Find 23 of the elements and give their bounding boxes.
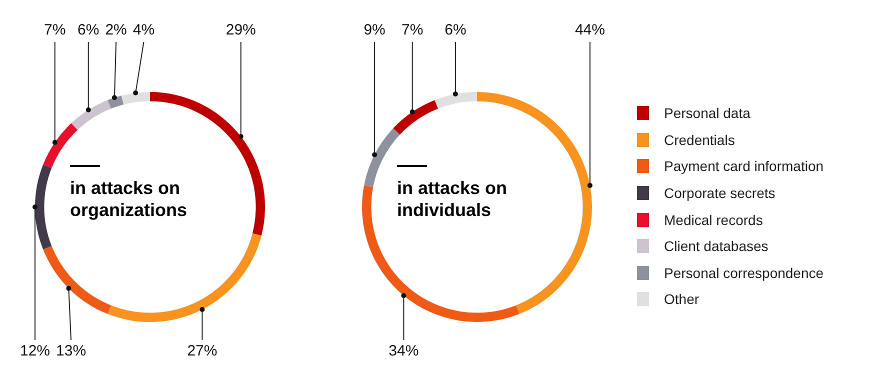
legend-label: Client databases bbox=[664, 238, 768, 254]
legend-label: Personal data bbox=[664, 105, 750, 122]
legend-label: Corporate secrets bbox=[664, 185, 776, 202]
data-label: 2% bbox=[105, 22, 127, 39]
legend-label: Payment card information bbox=[664, 158, 824, 174]
data-label: 34% bbox=[388, 342, 419, 360]
data-label: 27% bbox=[187, 342, 218, 360]
legend-label: Other bbox=[664, 291, 700, 308]
data-label: 7% bbox=[402, 22, 424, 39]
data-label: 29% bbox=[226, 22, 256, 39]
data-label: 13% bbox=[56, 342, 86, 360]
data-label: 9% bbox=[364, 22, 386, 39]
text: in attacks on organizations bbox=[70, 177, 188, 221]
data-label: 6% bbox=[78, 22, 100, 39]
legend-label: Personal correspondence bbox=[664, 264, 824, 281]
data-label: 44% bbox=[574, 22, 605, 39]
legend-label: Medical records bbox=[664, 212, 763, 228]
data-label: 7% bbox=[44, 22, 66, 39]
data-label: 4% bbox=[132, 22, 155, 39]
text: in attacks on individuals bbox=[397, 177, 508, 221]
legend-label: Credentials bbox=[664, 132, 735, 148]
data-label: 6% bbox=[444, 22, 466, 39]
data-label: 12% bbox=[20, 342, 50, 360]
